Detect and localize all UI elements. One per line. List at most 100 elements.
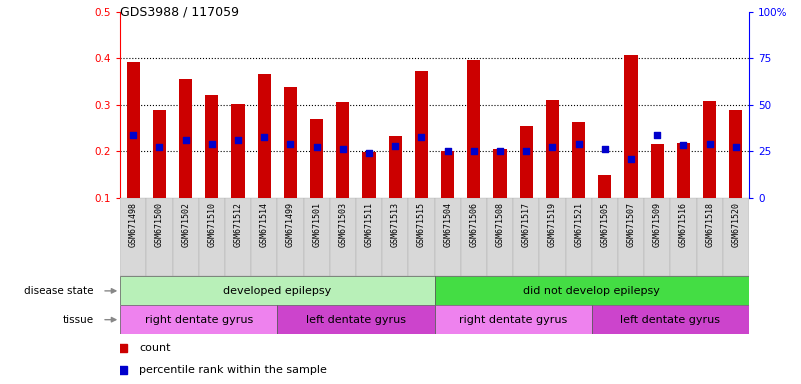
Bar — [225, 198, 252, 276]
Bar — [120, 305, 277, 334]
Point — [388, 142, 401, 149]
Bar — [546, 100, 559, 244]
Text: GSM671505: GSM671505 — [600, 202, 610, 247]
Point — [363, 149, 376, 156]
Point — [205, 141, 218, 147]
Point — [284, 141, 297, 147]
Bar — [677, 143, 690, 244]
Bar — [205, 95, 219, 244]
Bar — [697, 198, 723, 276]
Text: GSM671510: GSM671510 — [207, 202, 216, 247]
Bar — [179, 79, 192, 244]
Bar — [513, 198, 539, 276]
Bar — [120, 276, 434, 305]
Text: developed epilepsy: developed epilepsy — [223, 286, 332, 296]
Bar — [382, 198, 409, 276]
Point — [231, 136, 244, 142]
Point — [153, 144, 166, 150]
Bar — [566, 198, 592, 276]
Text: GSM671507: GSM671507 — [626, 202, 635, 247]
Text: GSM671512: GSM671512 — [234, 202, 243, 247]
Bar — [729, 110, 743, 244]
Bar — [388, 136, 402, 244]
Point — [336, 146, 349, 152]
Bar — [330, 198, 356, 276]
Bar — [592, 305, 749, 334]
Bar — [409, 198, 434, 276]
Point — [493, 148, 506, 154]
Text: GSM671518: GSM671518 — [705, 202, 714, 247]
Bar — [572, 122, 586, 244]
Text: disease state: disease state — [24, 286, 94, 296]
Bar — [199, 198, 225, 276]
Point — [441, 148, 454, 154]
Bar — [172, 198, 199, 276]
Text: GSM671498: GSM671498 — [129, 202, 138, 247]
Bar — [277, 305, 434, 334]
Text: GSM671508: GSM671508 — [496, 202, 505, 247]
Bar — [356, 198, 382, 276]
Bar — [467, 60, 481, 244]
Bar — [277, 198, 304, 276]
Bar — [120, 198, 147, 276]
Point — [520, 148, 533, 154]
Text: GSM671506: GSM671506 — [469, 202, 478, 247]
Point — [546, 144, 559, 151]
Text: right dentate gyrus: right dentate gyrus — [459, 314, 567, 325]
Point — [468, 148, 481, 154]
Text: GSM671514: GSM671514 — [260, 202, 269, 247]
Text: GSM671509: GSM671509 — [653, 202, 662, 247]
Bar — [434, 276, 749, 305]
Point — [310, 144, 323, 150]
Bar — [441, 151, 454, 244]
Bar — [493, 149, 506, 244]
Text: left dentate gyrus: left dentate gyrus — [306, 314, 406, 325]
Text: GSM671501: GSM671501 — [312, 202, 321, 247]
Bar — [592, 198, 618, 276]
Text: GSM671513: GSM671513 — [391, 202, 400, 247]
Bar — [231, 104, 244, 244]
Bar — [670, 198, 697, 276]
Bar — [415, 71, 428, 244]
Bar — [153, 110, 166, 244]
Bar — [434, 305, 592, 334]
Text: GSM671500: GSM671500 — [155, 202, 164, 247]
Point — [677, 142, 690, 148]
Point — [415, 134, 428, 140]
Text: GDS3988 / 117059: GDS3988 / 117059 — [120, 6, 239, 19]
Bar — [252, 198, 277, 276]
Text: GSM671503: GSM671503 — [338, 202, 348, 247]
Bar — [539, 198, 566, 276]
Point — [598, 146, 611, 152]
Bar — [147, 198, 172, 276]
Bar — [644, 198, 670, 276]
Bar — [598, 175, 611, 244]
Point — [703, 141, 716, 147]
Text: GSM671502: GSM671502 — [181, 202, 190, 247]
Bar — [487, 198, 513, 276]
Text: GSM671519: GSM671519 — [548, 202, 557, 247]
Bar — [618, 198, 644, 276]
Bar — [284, 87, 297, 244]
Text: tissue: tissue — [62, 314, 94, 325]
Bar — [723, 198, 749, 276]
Text: left dentate gyrus: left dentate gyrus — [620, 314, 720, 325]
Text: did not develop epilepsy: did not develop epilepsy — [523, 286, 660, 296]
Bar — [258, 74, 271, 244]
Bar — [625, 55, 638, 244]
Text: GSM671517: GSM671517 — [521, 202, 531, 247]
Text: percentile rank within the sample: percentile rank within the sample — [139, 365, 327, 375]
Bar — [127, 62, 140, 244]
Bar — [434, 198, 461, 276]
Point — [572, 141, 585, 147]
Point — [625, 156, 638, 162]
Text: GSM671504: GSM671504 — [443, 202, 452, 247]
Text: GSM671511: GSM671511 — [364, 202, 373, 247]
Point — [730, 144, 743, 151]
Point — [258, 134, 271, 140]
Text: GSM671520: GSM671520 — [731, 202, 740, 247]
Bar — [304, 198, 330, 276]
Text: right dentate gyrus: right dentate gyrus — [145, 314, 253, 325]
Point — [651, 132, 664, 138]
Bar — [310, 119, 323, 244]
